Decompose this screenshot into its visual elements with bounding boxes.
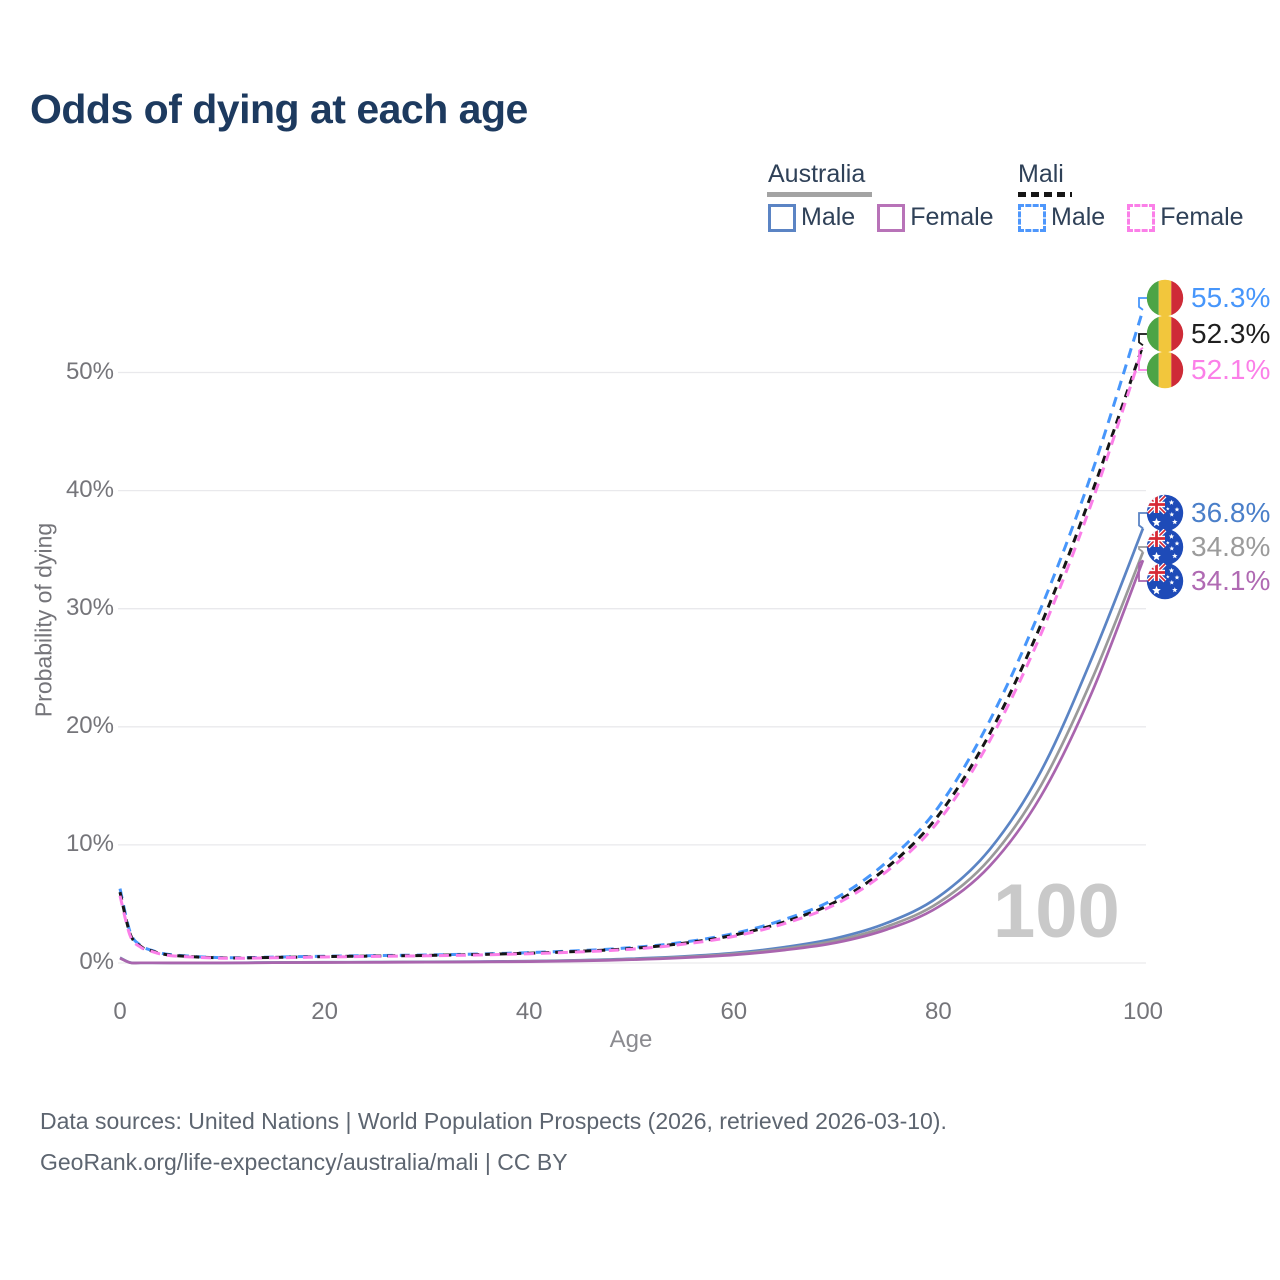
legend-swatch-australia-female[interactable] bbox=[877, 203, 906, 232]
end-label-mali-both: 52.3% bbox=[1146, 315, 1270, 353]
end-label-connector-mali-female bbox=[1138, 346, 1147, 371]
end-label-value-mali-female: 52.1% bbox=[1191, 354, 1271, 385]
y-tick-label: 40% bbox=[65, 475, 114, 503]
end-label-connector-australia-female bbox=[1138, 559, 1147, 582]
end-label-australia-male: 36.8% bbox=[1146, 494, 1270, 532]
age-watermark: 100 bbox=[993, 869, 1120, 954]
x-tick-label: 100 bbox=[1122, 998, 1164, 1025]
legend-swatch-australia-male[interactable] bbox=[768, 203, 796, 232]
legend-mali-underline-dashed bbox=[1018, 192, 1072, 197]
data-sources-text: Data sources: United Nations | World Pop… bbox=[40, 1108, 947, 1134]
australia-flag-icon bbox=[1146, 562, 1184, 600]
legend-swatch-mali-male[interactable] bbox=[1018, 203, 1046, 232]
legend-label-australia-male[interactable]: Male bbox=[801, 203, 856, 231]
series-line-mali-female bbox=[118, 347, 1145, 960]
x-tick-label: 0 bbox=[113, 998, 127, 1025]
end-label-australia-both: 34.8% bbox=[1146, 528, 1270, 566]
mali-flag-icon bbox=[1146, 279, 1184, 317]
y-tick-label: 30% bbox=[65, 593, 114, 621]
mali-flag-icon bbox=[1146, 315, 1184, 353]
legend-mali-row: Male Female bbox=[1018, 203, 1244, 232]
page-title: Odds of dying at each age bbox=[30, 86, 528, 132]
series-line-australia-female bbox=[119, 559, 1145, 965]
australia-flag-icon bbox=[1146, 494, 1184, 532]
end-label-value-australia-female: 34.1% bbox=[1191, 565, 1271, 596]
end-label-australia-female: 34.1% bbox=[1146, 562, 1270, 600]
x-tick-label: 80 bbox=[925, 998, 952, 1025]
legend-label-australia-female[interactable]: Female bbox=[910, 203, 994, 231]
x-tick-label: 20 bbox=[311, 998, 338, 1025]
y-tick-label: 20% bbox=[65, 711, 114, 739]
end-label-value-mali-male: 55.3% bbox=[1191, 282, 1271, 313]
mali-flag-icon bbox=[1146, 351, 1184, 389]
end-label-mali-male: 55.3% bbox=[1146, 279, 1270, 317]
end-label-mali-female: 52.1% bbox=[1146, 351, 1270, 389]
end-label-connector-mali-both bbox=[1138, 333, 1147, 347]
legend-swatch-mali-female[interactable] bbox=[1127, 203, 1156, 232]
end-label-value-australia-both: 34.8% bbox=[1191, 531, 1271, 562]
legend-australia-label: Australia bbox=[768, 160, 866, 188]
end-label-connector-australia-male bbox=[1138, 512, 1147, 530]
end-label-connector-australia-both bbox=[1138, 546, 1147, 553]
legend-label-mali-female[interactable]: Female bbox=[1160, 203, 1244, 231]
y-tick-label: 10% bbox=[65, 829, 114, 857]
legend-australia-underline-solid bbox=[767, 192, 872, 197]
end-label-value-mali-both: 52.3% bbox=[1191, 318, 1271, 349]
y-tick-label: 50% bbox=[65, 357, 114, 385]
australia-flag-icon bbox=[1146, 528, 1184, 566]
end-label-value-australia-male: 36.8% bbox=[1191, 497, 1271, 528]
legend-label-mali-male[interactable]: Male bbox=[1051, 203, 1106, 231]
y-tick-label: 0% bbox=[79, 948, 114, 975]
x-tick-label: 60 bbox=[720, 998, 748, 1025]
legend-mali-label: Mali bbox=[1018, 160, 1064, 188]
series-line-mali-male bbox=[118, 309, 1145, 960]
series-line-australia-both bbox=[119, 551, 1145, 965]
legend-australia-row: Male Female bbox=[768, 203, 994, 232]
chart-canvas bbox=[118, 297, 1147, 965]
x-tick-label: 40 bbox=[515, 998, 543, 1025]
series-line-australia-male bbox=[119, 527, 1145, 965]
x-axis-title: Age bbox=[609, 1026, 653, 1053]
end-label-connector-mali-male bbox=[1138, 297, 1147, 311]
attribution-text: GeoRank.org/life-expectancy/australia/ma… bbox=[40, 1149, 568, 1175]
